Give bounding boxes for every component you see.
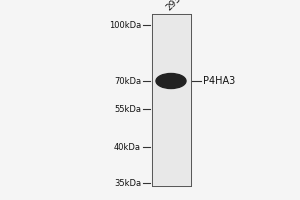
Text: 100kDa: 100kDa bbox=[109, 21, 141, 29]
Bar bbox=[152, 14, 190, 186]
Ellipse shape bbox=[156, 73, 186, 88]
Text: 40kDa: 40kDa bbox=[114, 142, 141, 152]
Text: 35kDa: 35kDa bbox=[114, 178, 141, 188]
Text: 293T: 293T bbox=[165, 0, 187, 12]
Text: 70kDa: 70kDa bbox=[114, 76, 141, 86]
Text: 55kDa: 55kDa bbox=[114, 104, 141, 114]
Text: P4HA3: P4HA3 bbox=[202, 76, 235, 86]
